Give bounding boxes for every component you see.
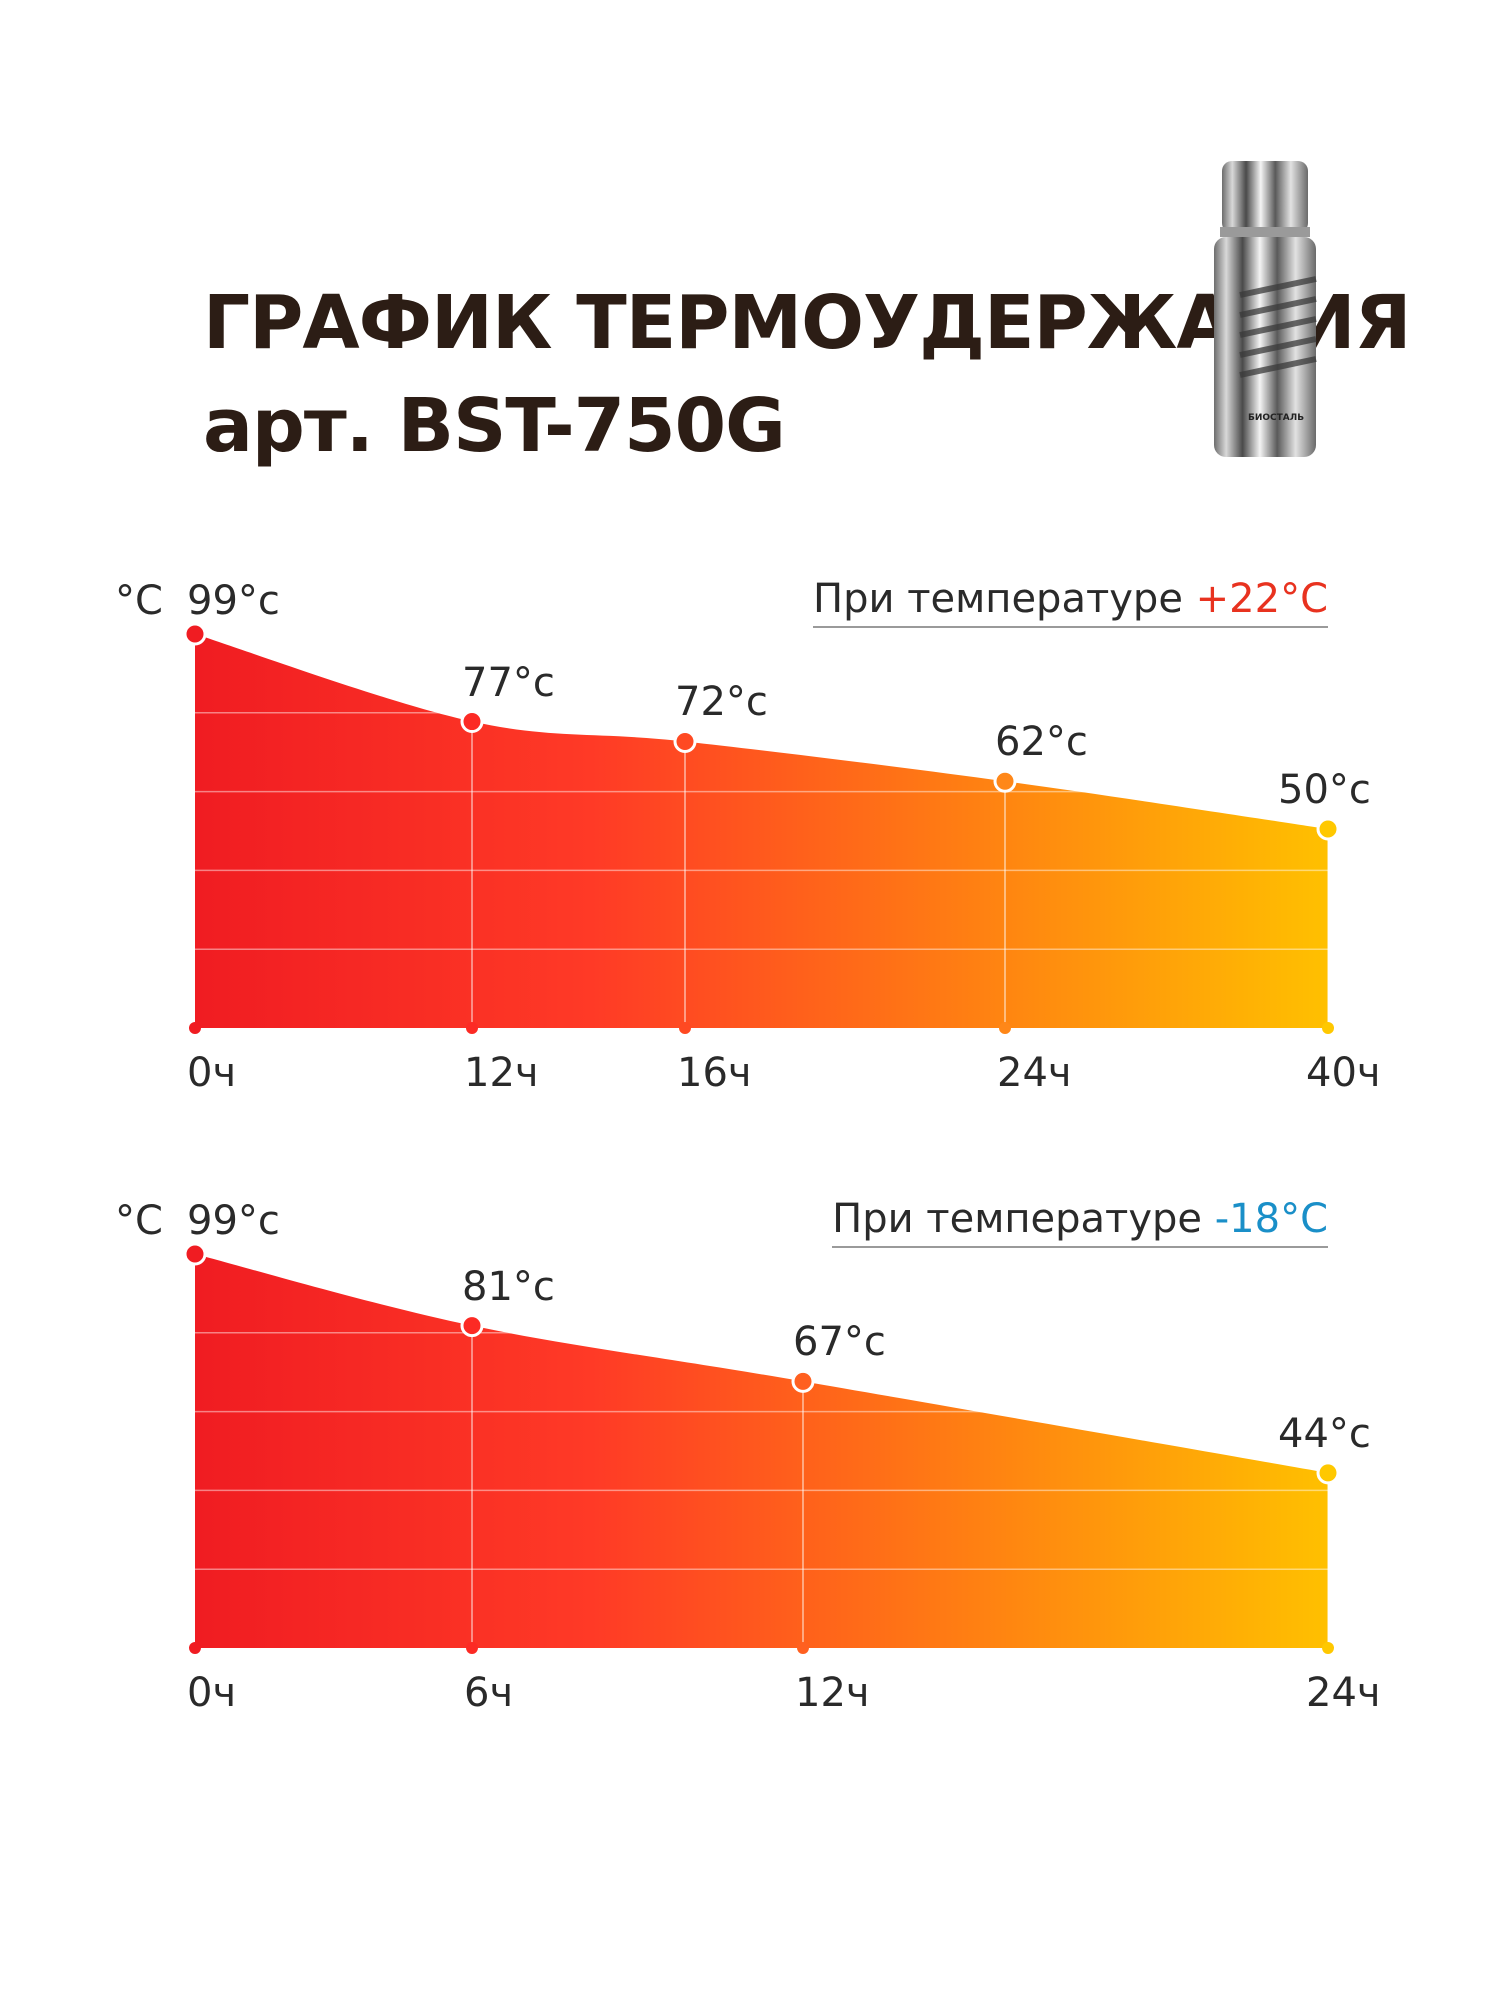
- data-point: [791, 1369, 815, 1393]
- temperature-area: [195, 1254, 1328, 1648]
- data-point: [673, 729, 697, 753]
- x-tick-label: 0ч: [187, 1670, 237, 1716]
- chart-plot: [183, 622, 1340, 1034]
- data-label: 99°с: [187, 1198, 280, 1244]
- data-point: [1316, 1461, 1340, 1485]
- thermos-image: БИОСТАЛЬ: [1214, 161, 1317, 457]
- axis-dot: [999, 1022, 1011, 1034]
- condition-text: При температуре: [832, 1196, 1215, 1242]
- x-tick-label: 12ч: [464, 1050, 539, 1096]
- unit-label: °C: [115, 1198, 163, 1244]
- axis-dot: [466, 1022, 478, 1034]
- data-label: 81°с: [462, 1263, 555, 1310]
- x-tick-label: 12ч: [795, 1670, 870, 1716]
- axis-dot: [679, 1022, 691, 1034]
- data-label: 77°с: [462, 659, 555, 706]
- axis-dot: [1322, 1022, 1334, 1034]
- data-point: [460, 1314, 484, 1338]
- axis-dot: [189, 1022, 201, 1034]
- data-point: [1316, 817, 1340, 841]
- temperature-area: [195, 634, 1328, 1028]
- unit-label: °C: [115, 578, 163, 624]
- page-title: ГРАФИК ТЕРМОУДЕРЖАНИЯ: [203, 280, 1411, 366]
- data-point: [993, 769, 1017, 793]
- data-label: 44°с: [1278, 1410, 1371, 1457]
- article-number: арт. BST-750G: [203, 383, 786, 469]
- condition-temperature: -18°C: [1214, 1196, 1328, 1242]
- data-label: 72°с: [675, 679, 768, 726]
- x-tick-label: 40ч: [1306, 1050, 1381, 1096]
- x-tick-label: 24ч: [1306, 1670, 1381, 1716]
- data-point: [460, 710, 484, 734]
- data-point: [183, 1242, 207, 1266]
- chart-plot: [183, 1242, 1340, 1654]
- axis-dot: [189, 1642, 201, 1654]
- condition-temperature: +22°C: [1195, 576, 1328, 622]
- x-tick-label: 24ч: [997, 1050, 1072, 1096]
- chart-warm: °C 99°с 77°с 72°с 62°с 50°с 0ч 12ч 16ч 24ч 40ч При …: [0, 570, 1500, 1096]
- condition-label: При температуре +22°C: [813, 576, 1328, 628]
- data-label: 62°с: [995, 719, 1088, 766]
- axis-dot: [466, 1642, 478, 1654]
- data-label: 50°с: [1278, 767, 1371, 813]
- chart-cold: °C 99°с 81°с 67°с 44°с 0ч 6ч 12ч 24ч При температ…: [0, 1190, 1500, 1716]
- x-tick-label: 0ч: [187, 1050, 237, 1096]
- axis-dot: [797, 1642, 809, 1654]
- data-label: 67°с: [793, 1319, 886, 1366]
- x-tick-label: 6ч: [464, 1670, 514, 1716]
- data-point: [183, 622, 207, 646]
- data-label: 99°с: [187, 578, 280, 624]
- svg-text:БИОСТАЛЬ: БИОСТАЛЬ: [1248, 413, 1304, 423]
- axis-dot: [1322, 1642, 1334, 1654]
- x-tick-label: 16ч: [677, 1050, 752, 1096]
- condition-label: При температуре -18°C: [832, 1196, 1328, 1248]
- condition-text: При температуре: [813, 576, 1196, 622]
